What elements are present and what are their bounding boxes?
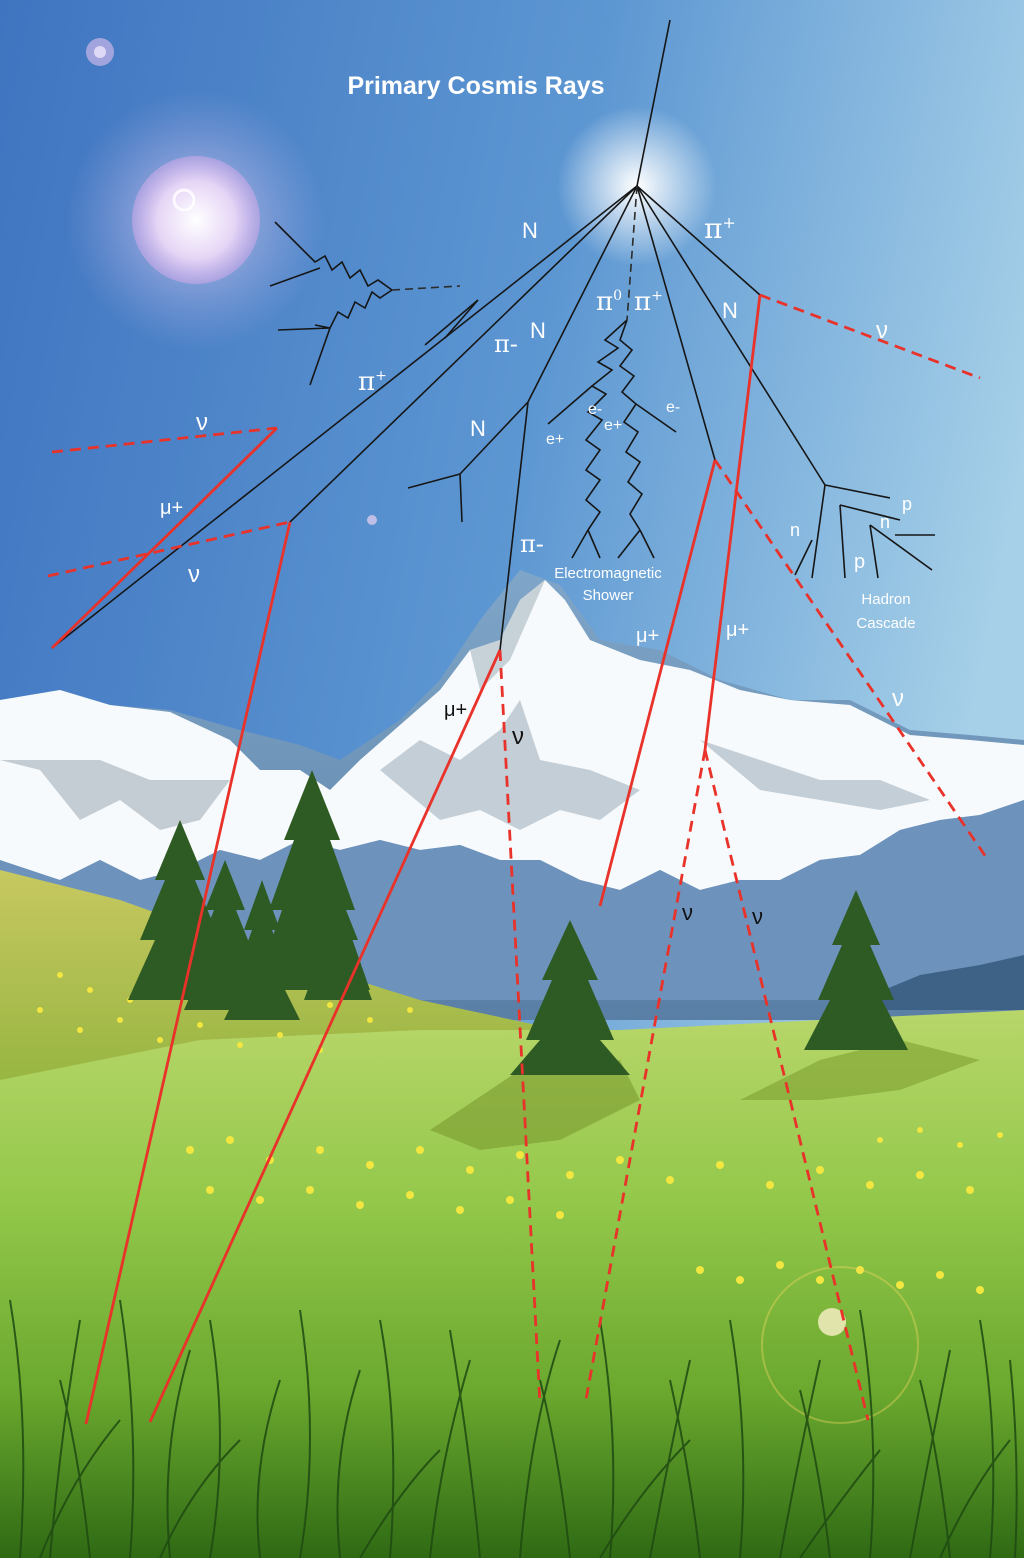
electromagnetic-shower-tracks: [547, 319, 677, 559]
label-nu-left-2: ν: [188, 561, 200, 588]
label-nu-low-2: ν: [752, 904, 763, 929]
label-n-2: N: [530, 318, 546, 343]
label-n-small-2: n: [880, 512, 890, 532]
meadow: [0, 1010, 1024, 1558]
lens-flare: [761, 1266, 919, 1424]
label-hadron-cascade-1: Hadron: [861, 591, 910, 608]
label-p-small-1: p: [902, 494, 912, 514]
label-pi-plus-left: π+: [358, 367, 387, 397]
label-e-minus-1: e-: [588, 401, 602, 418]
label-nu-mountain: ν: [512, 723, 524, 750]
label-mu-left: μ+: [160, 497, 183, 519]
label-n-3: N: [722, 298, 738, 323]
label-em-shower-2: Shower: [583, 587, 634, 604]
label-e-plus-2: e+: [604, 417, 622, 434]
label-e-minus-2: e-: [666, 399, 680, 416]
label-mu-mid-1: μ+: [636, 625, 659, 647]
label-n-small-1: n: [790, 520, 800, 540]
label-em-shower-1: Electromagnetic: [554, 565, 662, 582]
muon-tracks: [51, 294, 762, 1425]
label-nu-low-1: ν: [682, 900, 693, 925]
label-mu-mid-2: μ+: [726, 619, 749, 641]
label-pi-minus-1: π-: [494, 330, 518, 358]
neutrino-tracks: [47, 293, 990, 1421]
meadow-shadow: [430, 1060, 640, 1150]
grass-blades: [9, 1299, 1018, 1558]
label-mu-mountain: μ+: [444, 699, 467, 721]
sun: [66, 38, 377, 525]
label-nu-right-mid: ν: [892, 685, 904, 712]
label-n-4: N: [470, 416, 486, 441]
primary-track: [636, 19, 671, 187]
diagram-title: Primary Cosmis Rays: [347, 72, 604, 100]
label-p-small-2: p: [854, 551, 865, 573]
label-nu-left-1: ν: [196, 409, 208, 436]
label-pi-plus-top: π+: [704, 212, 736, 245]
label-pi-minus-2: π-: [520, 530, 544, 558]
label-pi-plus-mid: π+: [634, 287, 663, 317]
hadron-tracks: [51, 185, 935, 651]
label-pi-zero: π0: [596, 287, 622, 317]
label-hadron-cascade-2: Cascade: [856, 615, 915, 632]
flower-field: [37, 972, 1003, 1294]
pine-trees: [128, 770, 908, 1075]
label-nu-right-top: ν: [876, 317, 888, 344]
label-e-plus-1: e+: [546, 431, 564, 448]
label-n-1: N: [522, 218, 538, 243]
